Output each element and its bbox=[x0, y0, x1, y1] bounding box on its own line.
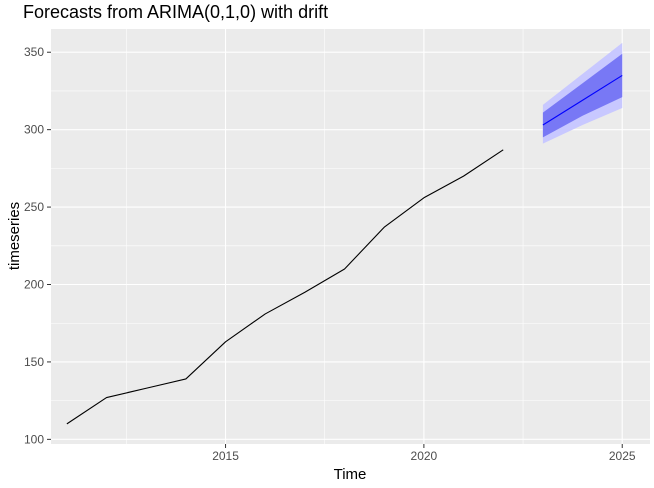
observed-line bbox=[66, 149, 504, 425]
y-tick-label: 150 bbox=[24, 355, 44, 369]
x-axis-title: Time bbox=[334, 466, 367, 483]
y-tick-label: 100 bbox=[24, 432, 44, 446]
prediction-intervals bbox=[542, 42, 623, 144]
y-tick-label: 300 bbox=[24, 123, 44, 137]
forecast-line bbox=[542, 74, 623, 126]
x-tick-label: 2025 bbox=[609, 449, 636, 463]
y-tick-label: 250 bbox=[24, 200, 44, 214]
x-tick-label: 2015 bbox=[212, 449, 239, 463]
x-tick-label: 2020 bbox=[411, 449, 438, 463]
interval-band-80 bbox=[542, 53, 623, 138]
y-axis: 100 150 200 250 300 350 bbox=[24, 45, 51, 446]
y-axis-title: timeseries bbox=[6, 202, 23, 270]
series-lines bbox=[66, 74, 623, 425]
y-tick-label: 200 bbox=[24, 278, 44, 292]
x-axis: 2015 2020 2025 bbox=[212, 444, 636, 463]
minor-gridlines bbox=[51, 29, 650, 444]
chart-title: Forecasts from ARIMA(0,1,0) with drift bbox=[23, 2, 328, 22]
plot-panel bbox=[51, 29, 650, 444]
y-tick-label: 350 bbox=[24, 45, 44, 59]
